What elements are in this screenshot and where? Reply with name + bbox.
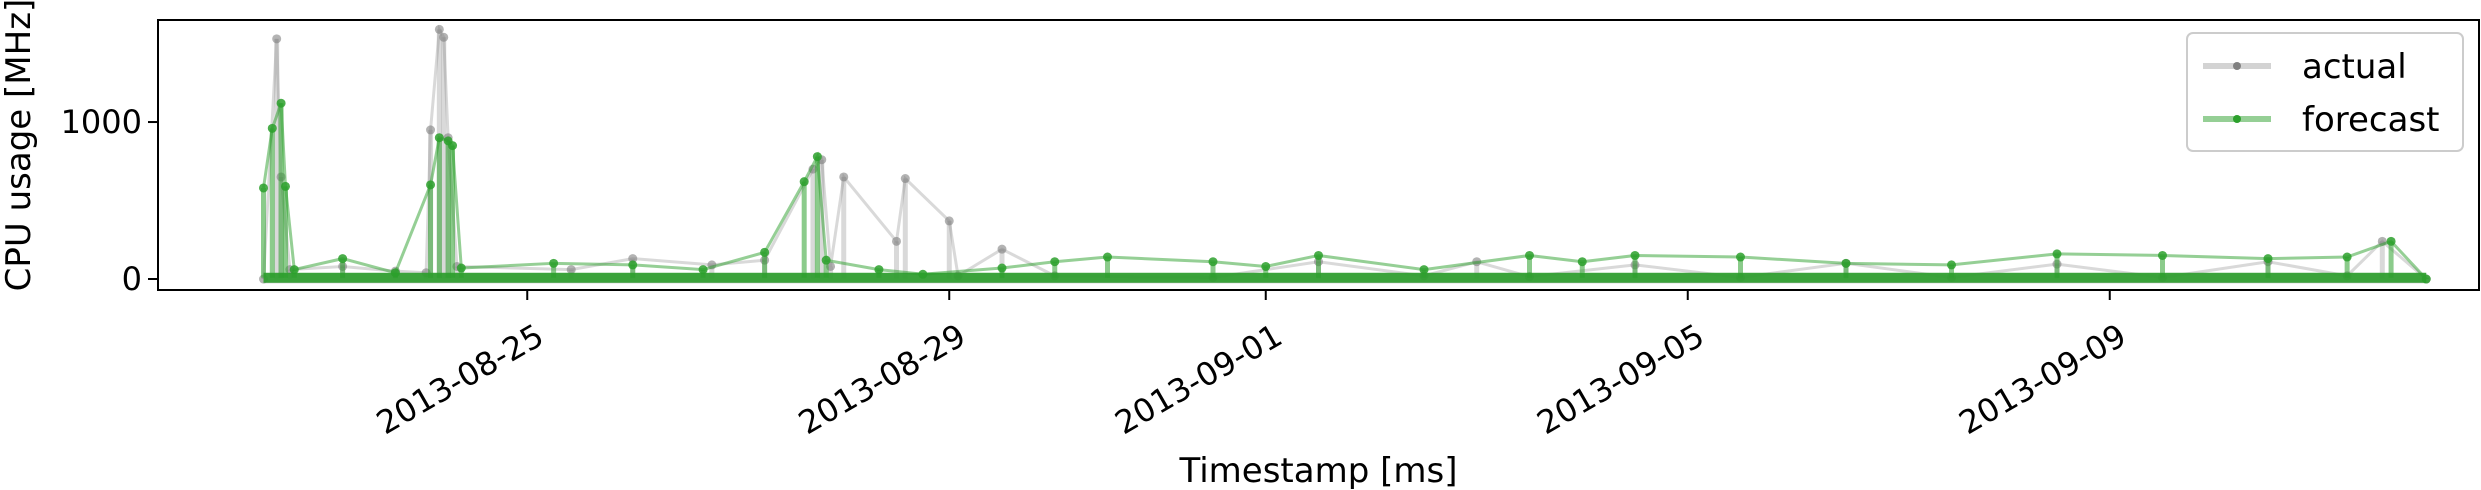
forecast-point-38 xyxy=(2386,236,2396,246)
forecast-point-6 xyxy=(390,268,400,278)
y-tick-label-1: 1000 xyxy=(61,103,142,141)
forecast-point-13 xyxy=(628,260,638,270)
forecast-point-5 xyxy=(338,254,348,264)
actual-point-13 xyxy=(628,254,638,264)
forecast-point-30 xyxy=(1630,250,1640,260)
x-tick-label-2: 2013-09-01 xyxy=(1108,316,1288,442)
legend-actual-marker xyxy=(2233,62,2241,70)
x-tick-label-4: 2013-09-09 xyxy=(1952,316,2132,442)
plot-area-frame xyxy=(157,19,2480,291)
actual-point-9 xyxy=(439,32,449,42)
forecast-point-32 xyxy=(1841,258,1851,268)
x-tick-label-1: 2013-08-29 xyxy=(792,316,972,442)
forecast-point-24 xyxy=(1208,257,1218,267)
forecast-point-34 xyxy=(2052,249,2062,259)
forecast-line xyxy=(262,102,2428,281)
forecast-point-1 xyxy=(267,123,277,133)
actual-point-1 xyxy=(272,34,282,44)
forecast-point-35 xyxy=(2158,250,2167,260)
forecast-point-3 xyxy=(280,181,290,191)
forecast-point-33 xyxy=(1947,260,1956,270)
forecast-point-2 xyxy=(276,98,286,108)
forecast-point-31 xyxy=(1736,252,1745,262)
forecast-point-19 xyxy=(874,265,884,275)
forecast-point-20 xyxy=(918,269,928,279)
forecast-point-14 xyxy=(698,265,708,275)
actual-point-21 xyxy=(900,174,910,184)
forecast-series xyxy=(259,98,2431,284)
forecast-point-12 xyxy=(549,258,559,268)
forecast-point-37 xyxy=(2342,252,2352,262)
forecast-point-36 xyxy=(2263,254,2273,264)
x-tick-label-3: 2013-09-05 xyxy=(1530,316,1710,442)
forecast-point-28 xyxy=(1525,250,1534,260)
x-tick-label-0: 2013-08-25 xyxy=(370,316,550,442)
forecast-point-25 xyxy=(1261,261,1271,271)
forecast-point-26 xyxy=(1314,250,1323,260)
forecast-point-27 xyxy=(1419,265,1429,275)
forecast-point-4 xyxy=(289,265,299,275)
forecast-point-23 xyxy=(1103,252,1112,262)
legend: actual forecast xyxy=(2186,32,2464,152)
actual-point-20 xyxy=(892,236,901,246)
actual-point-24 xyxy=(997,244,1007,254)
forecast-point-16 xyxy=(799,177,809,187)
forecast-point-39 xyxy=(2421,274,2431,284)
legend-actual-label: actual xyxy=(2302,47,2407,87)
forecast-point-21 xyxy=(997,263,1007,273)
y-axis-ticks: 0 1000 xyxy=(61,103,158,298)
forecast-point-15 xyxy=(760,247,770,257)
x-axis-title: Timestamp [ms] xyxy=(1179,451,1458,490)
forecast-point-29 xyxy=(1577,257,1587,267)
forecast-point-17 xyxy=(812,152,822,162)
y-tick-label-0: 0 xyxy=(122,260,142,298)
actual-point-22 xyxy=(944,216,954,226)
actual-point-12 xyxy=(566,265,576,275)
forecast-point-22 xyxy=(1050,257,1060,267)
x-axis-ticks: 2013-08-25 2013-08-29 2013-09-01 2013-09-05… xyxy=(370,290,2133,442)
actual-line xyxy=(262,24,2428,281)
legend-forecast-marker xyxy=(2233,115,2241,123)
forecast-point-11 xyxy=(456,263,466,273)
actual-point-19 xyxy=(839,172,849,182)
forecast-point-0 xyxy=(259,183,268,193)
actual-point-8 xyxy=(434,24,444,34)
forecast-point-7 xyxy=(426,180,436,190)
forecast-point-10 xyxy=(448,141,458,151)
forecast-point-18 xyxy=(821,255,831,265)
forecast-point-8 xyxy=(434,133,444,143)
actual-point-7 xyxy=(426,125,436,135)
y-axis-title: CPU usage [MHz] xyxy=(0,0,39,291)
actual-series xyxy=(259,24,2431,284)
legend-forecast-label: forecast xyxy=(2302,100,2440,140)
